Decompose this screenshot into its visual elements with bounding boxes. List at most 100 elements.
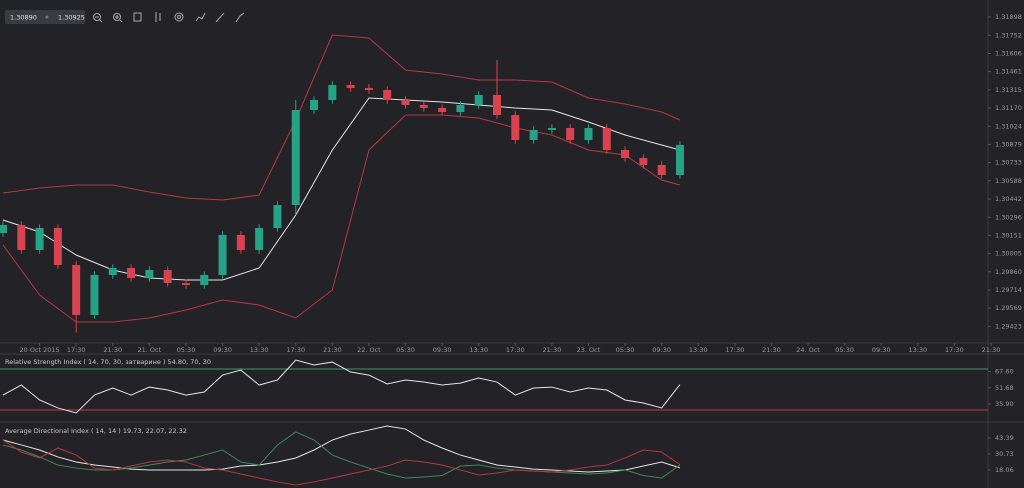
candle-body: [127, 268, 136, 278]
x-tick-label: 05:30: [177, 346, 196, 354]
x-tick-label: 21:30: [543, 346, 562, 354]
indicator-line: [2, 359, 681, 414]
ask-price: 1.30925: [58, 14, 85, 22]
candle-body: [328, 85, 337, 100]
candle-body: [53, 228, 62, 265]
x-tick-label: 05:30: [396, 346, 415, 354]
indicators[interactable]: [195, 12, 206, 22]
candle-body: [108, 268, 117, 275]
y-tick-label: 1.30879: [995, 140, 1022, 148]
x-tick-label: 22. Oct: [357, 346, 381, 354]
y-tick-label: 43.39: [995, 434, 1014, 442]
y-tick-label: 30.73: [995, 450, 1014, 458]
candle-body: [584, 128, 593, 140]
y-tick-label: 51.68: [995, 384, 1014, 392]
separator-dot: [45, 15, 49, 19]
candle-body: [72, 265, 81, 315]
candle-body: [383, 90, 392, 100]
y-tick-label: 1.30588: [995, 177, 1022, 185]
y-tick-label: 1.31024: [995, 122, 1022, 130]
candle-body: [602, 128, 611, 150]
y-tick-label: 1.29714: [995, 286, 1022, 294]
y-tick-label: 1.29423: [995, 322, 1022, 330]
panel-title: Average Directional Index ( 14, 14 ) 19.…: [5, 427, 187, 435]
x-tick-label: 05:30: [616, 346, 635, 354]
candle-body: [273, 205, 282, 228]
x-tick-label: 17:30: [67, 346, 86, 354]
x-tick-label: 21:30: [323, 346, 342, 354]
zoom-in[interactable]: [113, 13, 123, 23]
candle-body: [511, 115, 520, 140]
candle-body: [401, 100, 410, 105]
y-tick-label: 1.31606: [995, 50, 1022, 58]
x-tick-label: 17:30: [945, 346, 964, 354]
x-tick-label: 09:30: [213, 346, 232, 354]
candle-body: [438, 108, 447, 112]
bollinger-band: [2, 34, 681, 201]
indicator-line: [2, 439, 681, 486]
timeframe[interactable]: [133, 12, 142, 22]
candle-body: [657, 165, 666, 175]
candle-body: [310, 100, 319, 110]
candle-body: [529, 130, 538, 140]
x-tick-label: 21. Oct: [138, 346, 162, 354]
y-tick-label: 1.31170: [995, 104, 1022, 112]
candle-body: [675, 145, 684, 175]
y-tick-label: 1.29860: [995, 268, 1022, 276]
candle-body: [35, 228, 44, 250]
candle-body: [291, 110, 300, 205]
candle-body: [419, 105, 428, 108]
x-tick-label: 05:30: [835, 346, 854, 354]
y-tick-label: 18.06: [995, 466, 1014, 474]
indicator-line: [2, 425, 681, 473]
y-tick-label: 1.30296: [995, 213, 1022, 221]
candle-body: [456, 105, 465, 112]
x-tick-label: 13:30: [250, 346, 269, 354]
candle-body: [639, 158, 648, 165]
y-tick-label: 1.31898: [995, 13, 1022, 21]
bollinger-band: [2, 97, 681, 281]
x-tick-label: 17:30: [725, 346, 744, 354]
x-tick-label: 21:30: [982, 346, 1001, 354]
candle-body: [566, 128, 575, 140]
y-tick-label: 1.31752: [995, 31, 1022, 39]
candle-body: [236, 235, 245, 250]
x-tick-label: 24. Oct: [796, 346, 820, 354]
settings[interactable]: [174, 12, 184, 22]
zoom-out[interactable]: [93, 13, 103, 23]
candle-body: [218, 235, 227, 275]
draw-line[interactable]: [235, 12, 245, 23]
chart-type[interactable]: [155, 12, 161, 22]
y-tick-label: 1.31315: [995, 86, 1022, 94]
x-tick-label: 20 Oct 2015: [19, 346, 59, 354]
candle-body: [255, 228, 264, 250]
y-tick-label: 1.30442: [995, 195, 1022, 203]
candle-body: [364, 88, 373, 90]
candle-body: [17, 225, 26, 250]
x-tick-label: 13:30: [908, 346, 927, 354]
price-box: [5, 10, 85, 24]
x-tick-label: 13:30: [689, 346, 708, 354]
candle-body: [145, 270, 154, 278]
bid-price: 1.30890: [10, 14, 37, 22]
candle-body: [163, 270, 172, 283]
candle-body: [200, 275, 209, 285]
y-tick-label: 1.31461: [995, 68, 1022, 76]
candle-body: [493, 95, 501, 115]
x-tick-label: 09:30: [652, 346, 671, 354]
x-tick-label: 17:30: [506, 346, 525, 354]
y-tick-label: 1.30733: [995, 159, 1022, 167]
x-tick-label: 21:30: [762, 346, 781, 354]
y-tick-label: 67.60: [995, 367, 1014, 375]
candle-body: [0, 225, 7, 233]
draw-tool[interactable]: [215, 12, 225, 23]
y-tick-label: 1.30151: [995, 231, 1022, 239]
candle-body: [90, 275, 99, 315]
candle-body: [547, 128, 556, 130]
y-tick-label: 1.29569: [995, 304, 1022, 312]
candle-body: [474, 95, 483, 105]
candle-body: [621, 150, 630, 158]
